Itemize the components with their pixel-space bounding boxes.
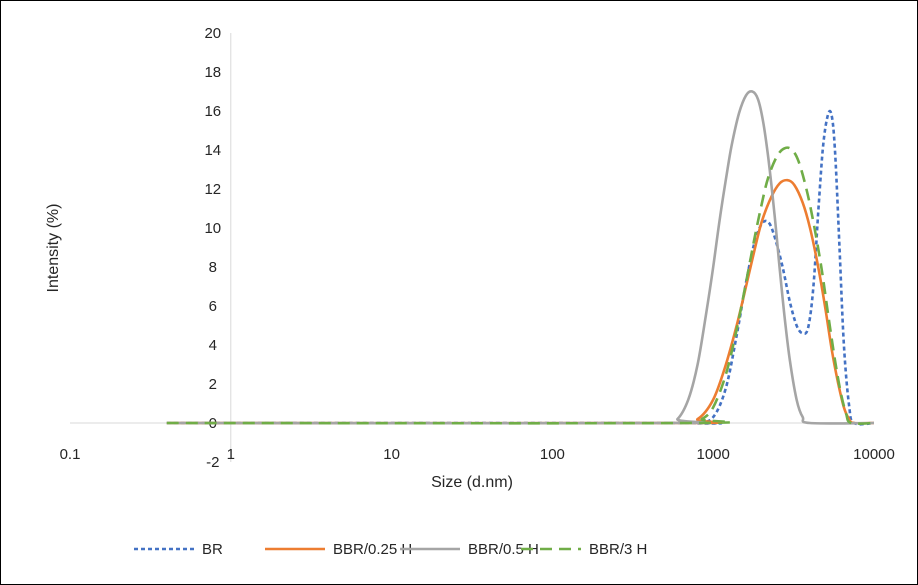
legend: BR BBR/0.25 H BBR/0.5 H BBR/3 H (134, 541, 647, 558)
y-tick-label: 10 (204, 220, 221, 237)
y-tick-label: 16 (204, 103, 221, 120)
legend-label: BBR/0.5 H (468, 541, 539, 558)
y-tick-label: 6 (209, 298, 217, 315)
legend-label: BR (202, 541, 223, 558)
series-layer (166, 90, 875, 426)
y-tick-label: 14 (204, 142, 221, 159)
x-tick-label: 0.1 (60, 446, 81, 463)
x-tick-label: 1000 (697, 446, 730, 463)
x-tick-label: 1 (227, 446, 235, 463)
y-tick-label: 20 (204, 25, 221, 42)
x-axis-title: Size (d.nm) (431, 474, 513, 491)
x-tick-labels: 0.1 1 10 100 1000 10000 (60, 446, 895, 463)
series-line-4 (166, 146, 875, 426)
x-tick-label: 100 (540, 446, 565, 463)
legend-label: BBR/3 H (589, 541, 647, 558)
series-line-3 (166, 90, 875, 425)
legend-label: BBR/0.25 H (333, 541, 412, 558)
x-tick-label: 10 (383, 446, 400, 463)
y-tick-label: 18 (204, 64, 221, 81)
y-tick-label: -2 (206, 454, 219, 471)
y-axis-title: Intensity (%) (45, 204, 62, 293)
y-tick-label: 8 (209, 259, 217, 276)
series-line-1 (166, 109, 875, 426)
x-tick-label: 10000 (853, 446, 895, 463)
y-tick-label: 2 (209, 376, 217, 393)
y-tick-label: 12 (204, 181, 221, 198)
y-tick-label: 4 (209, 337, 217, 354)
